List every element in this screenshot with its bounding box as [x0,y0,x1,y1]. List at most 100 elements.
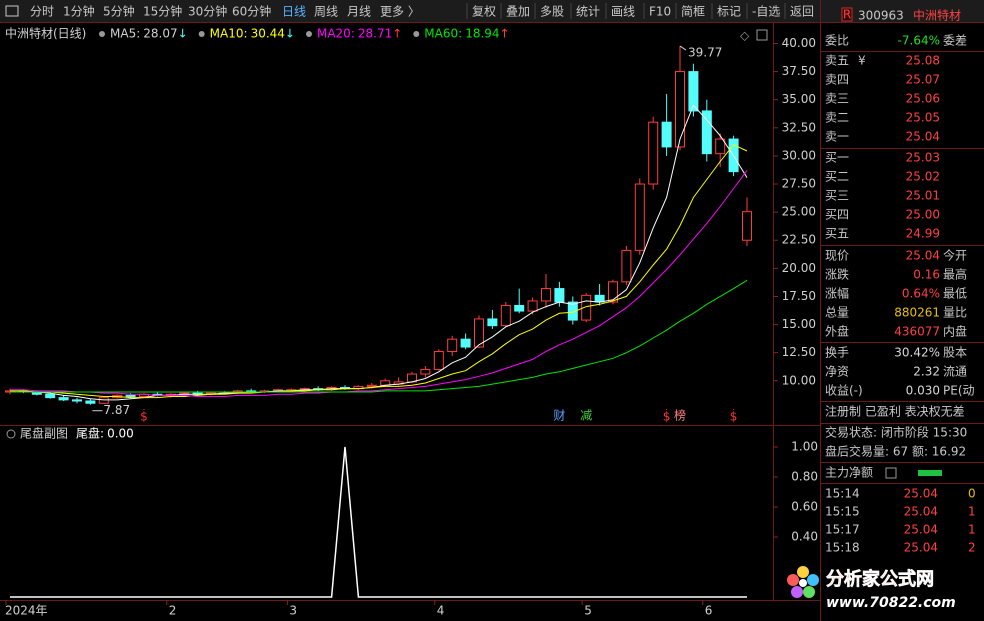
stat-label: 总量 [825,306,849,320]
toolbar-button[interactable]: -自选 [752,5,780,19]
stat-label: 涨跌 [825,267,849,282]
stat-value: 436077 [894,325,940,339]
book-price: 25.03 [906,151,940,165]
book-label: 买一 [825,151,849,165]
toolbar-button[interactable]: 画线 [611,5,635,19]
candle-body [433,351,444,371]
candle-body [514,304,525,312]
book-label: 卖四 [825,73,849,87]
toolbar-tab[interactable]: 更多 〉 [380,5,420,19]
y-tick-label: 0.60 [791,500,818,514]
candle-body [474,318,484,348]
toolbar-button[interactable]: 叠加 [506,5,530,19]
toolbar-tab[interactable]: 1分钟 [63,4,95,19]
marker[interactable]: $ [140,410,148,424]
x-tick-label: 4 [437,604,445,618]
toolbar-tab[interactable]: 30分钟 [188,4,227,19]
legend-separator: : [458,27,462,41]
stat-value: 0.16 [913,268,940,282]
y-tick-label: 25.00 [782,205,816,219]
book-price: 25.04 [906,130,940,144]
sub-icon[interactable] [6,429,16,439]
toolbar-button[interactable]: 统计 [576,5,600,19]
legend-name: MA5 [110,27,136,41]
y-tick-label: 37.50 [782,64,816,78]
marker[interactable]: $ [730,410,738,424]
book-icon: ¥ [858,54,866,68]
stat-label: 净资 [825,365,849,379]
tick-volume: 1 [968,505,976,519]
stat-value: 2.32 [913,365,940,379]
candle-body [621,249,632,283]
legend-trend: ↑ [500,27,510,41]
settings-icon[interactable]: ◇ [740,29,750,43]
event-label[interactable]: 减 [580,409,592,423]
candle-body [58,397,69,401]
y-tick-label: 10.00 [782,373,816,387]
book-label: 买四 [825,208,849,222]
watermark-logo [787,574,799,586]
book-price: 25.07 [906,73,940,87]
legend-value: 28.07 [143,27,177,41]
y-tick-label: 1.00 [791,440,818,454]
candle-body [742,211,752,241]
toolbar-button[interactable]: 复权 [472,5,496,19]
toolbar-button[interactable]: 返回 [790,5,814,19]
candle-body [581,294,592,321]
stat-right: 流通 [943,365,967,379]
x-tick-label: 6 [705,604,713,618]
toolbar-tab[interactable]: 60分钟 [232,4,271,19]
low-annotation: 7.87 [103,403,130,417]
watermark-logo [797,566,809,578]
candle-body [72,399,82,402]
book-price: 25.06 [906,92,940,106]
tick-volume: 0 [968,487,976,501]
candle-body [554,288,565,303]
watermark-logo [807,574,819,586]
candle-body [715,138,726,155]
candle-body [487,318,498,327]
sub-line [10,446,747,598]
y-tick-label: 12.50 [782,345,816,359]
candle-body [661,121,672,148]
tick-volume: 2 [968,541,976,555]
book-price: 25.05 [906,111,940,125]
event-label[interactable]: 榜 [674,408,686,423]
stock-name: 中洲特材 [913,8,961,23]
toolbar-tab[interactable]: 日线 [282,5,306,19]
legend-separator: : [351,27,355,41]
legend-value: 30.44 [251,27,285,41]
toolbar-tab[interactable]: 15分钟 [143,4,182,19]
toolbar-tab[interactable]: 月线 [347,5,371,19]
stock-code: 300963 [858,9,904,23]
event-label[interactable]: 财 [553,409,565,423]
candle-body [701,110,712,155]
toolbar-button[interactable]: F10 [649,5,671,19]
candle-body [447,338,458,353]
menu-icon[interactable] [5,5,19,17]
tags: 注册制 已盈利 表决权无差 [825,404,965,419]
stat-right: 最高 [943,267,967,282]
tick-time: 15:15 [825,505,860,519]
candle-body [45,393,56,399]
stat-right: 股本 [943,346,967,360]
book-price: 25.00 [906,208,940,222]
watermark-logo [803,586,815,598]
toolbar-button[interactable]: 标记 [717,5,741,19]
panel-icon[interactable] [756,29,768,41]
toolbar-tab[interactable]: 5分钟 [103,4,135,19]
x-tick-label: 2024年 [5,604,48,618]
legend-dot [413,31,420,37]
flag: R [843,8,851,22]
stat-right: PE(动 [943,384,975,398]
stat-label: 收益(-) [825,384,863,398]
marker[interactable]: $ [663,410,671,424]
legend-name: MA20 [317,27,351,41]
toolbar-button[interactable]: 多股 [540,5,564,19]
toolbar-tab[interactable]: 分时 [30,5,54,19]
toolbar-button[interactable]: 简框 [681,5,705,19]
flag-icon [841,7,853,22]
toolbar-tab[interactable]: 周线 [314,5,338,19]
candle-body [527,300,538,312]
